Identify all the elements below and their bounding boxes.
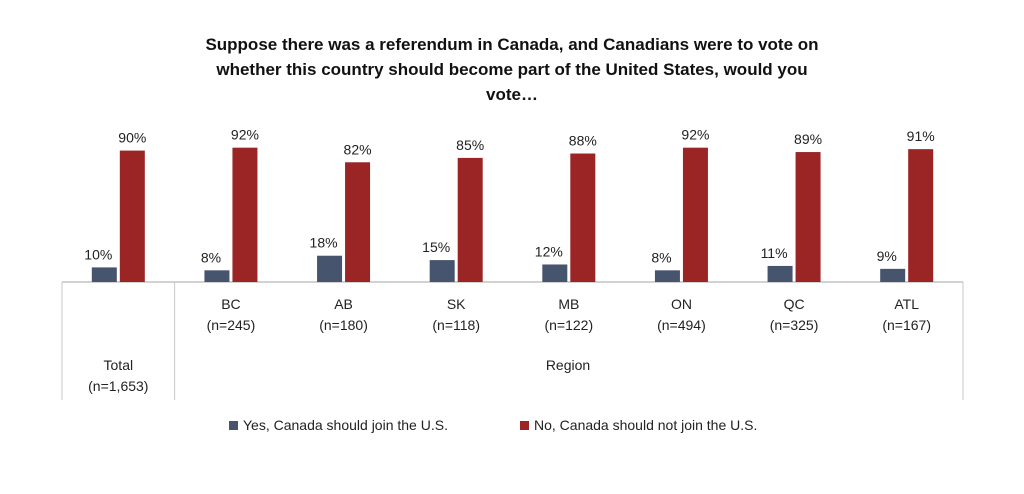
legend-swatch-no <box>520 421 529 430</box>
chart-title-line-1: Suppose there was a referendum in Canada… <box>205 35 818 54</box>
bar-no-ab <box>345 162 371 282</box>
data-label-no-bc: 92% <box>231 127 259 143</box>
bar-yes-qc <box>767 265 793 282</box>
bar-no-qc <box>795 152 821 282</box>
category-n-on: (n=494) <box>657 317 706 333</box>
data-label-yes-bc: 8% <box>201 249 221 265</box>
category-label-qc: QC <box>784 296 805 312</box>
legend: Yes, Canada should join the U.S. No, Cana… <box>229 417 757 433</box>
category-axis-table <box>61 281 964 400</box>
category-n-total: (n=1,653) <box>88 378 148 394</box>
bar-no-bc <box>232 147 258 282</box>
legend-label-no: No, Canada should not join the U.S. <box>534 417 757 433</box>
category-label-mb: MB <box>558 296 579 312</box>
chart-title-line-2: whether this country should become part … <box>215 60 807 79</box>
bar-no-mb <box>570 153 596 282</box>
data-label-yes-total: 10% <box>84 246 112 262</box>
data-label-no-qc: 89% <box>794 131 822 147</box>
bar-yes-ab <box>317 255 343 282</box>
category-n-mb: (n=122) <box>544 317 593 333</box>
bars: 10% 90% 8% 92% 18% 82% 15% 85% 12% 88% 8% 92% 11% 89%… <box>84 127 935 282</box>
category-n-bc: (n=245) <box>207 317 256 333</box>
category-label-atl: ATL <box>894 296 919 312</box>
category-n-qc: (n=325) <box>770 317 819 333</box>
data-label-no-total: 90% <box>118 130 146 146</box>
data-label-no-atl: 91% <box>907 128 935 144</box>
category-n-atl: (n=167) <box>882 317 931 333</box>
data-label-no-mb: 88% <box>569 133 597 149</box>
legend-label-yes: Yes, Canada should join the U.S. <box>243 417 448 433</box>
data-label-yes-atl: 9% <box>877 248 897 264</box>
category-n-sk: (n=118) <box>432 317 480 333</box>
legend-swatch-yes <box>229 421 238 430</box>
bar-no-sk <box>457 157 483 282</box>
bar-yes-sk <box>429 260 455 282</box>
bar-yes-bc <box>204 270 230 282</box>
bar-yes-atl <box>880 268 906 282</box>
bar-no-total <box>119 150 145 282</box>
data-label-yes-sk: 15% <box>422 239 450 255</box>
bar-yes-total <box>91 267 117 282</box>
category-label-ab: AB <box>334 296 353 312</box>
bar-yes-mb <box>542 264 568 282</box>
category-label-total: Total <box>104 357 134 373</box>
bar-no-atl <box>908 149 934 282</box>
data-label-no-ab: 82% <box>344 141 372 157</box>
data-label-yes-mb: 12% <box>535 243 563 259</box>
bar-no-on <box>682 147 708 282</box>
data-label-yes-ab: 18% <box>310 235 338 251</box>
bar-yes-on <box>654 270 680 282</box>
data-label-no-on: 92% <box>681 127 709 143</box>
category-label-sk: SK <box>447 296 466 312</box>
region-group-label: Region <box>546 357 590 373</box>
data-label-yes-on: 8% <box>651 249 671 265</box>
chart-title-line-3: vote… <box>486 85 538 104</box>
category-n-ab: (n=180) <box>319 317 368 333</box>
category-labels: Total (n=1,653) BC (n=245) AB (n=180) SK (n=118… <box>88 296 931 394</box>
category-label-bc: BC <box>221 296 240 312</box>
data-label-no-sk: 85% <box>456 137 484 153</box>
data-label-yes-qc: 11% <box>761 245 788 261</box>
chart-title: Suppose there was a referendum in Canada… <box>205 35 818 104</box>
category-label-on: ON <box>671 296 692 312</box>
